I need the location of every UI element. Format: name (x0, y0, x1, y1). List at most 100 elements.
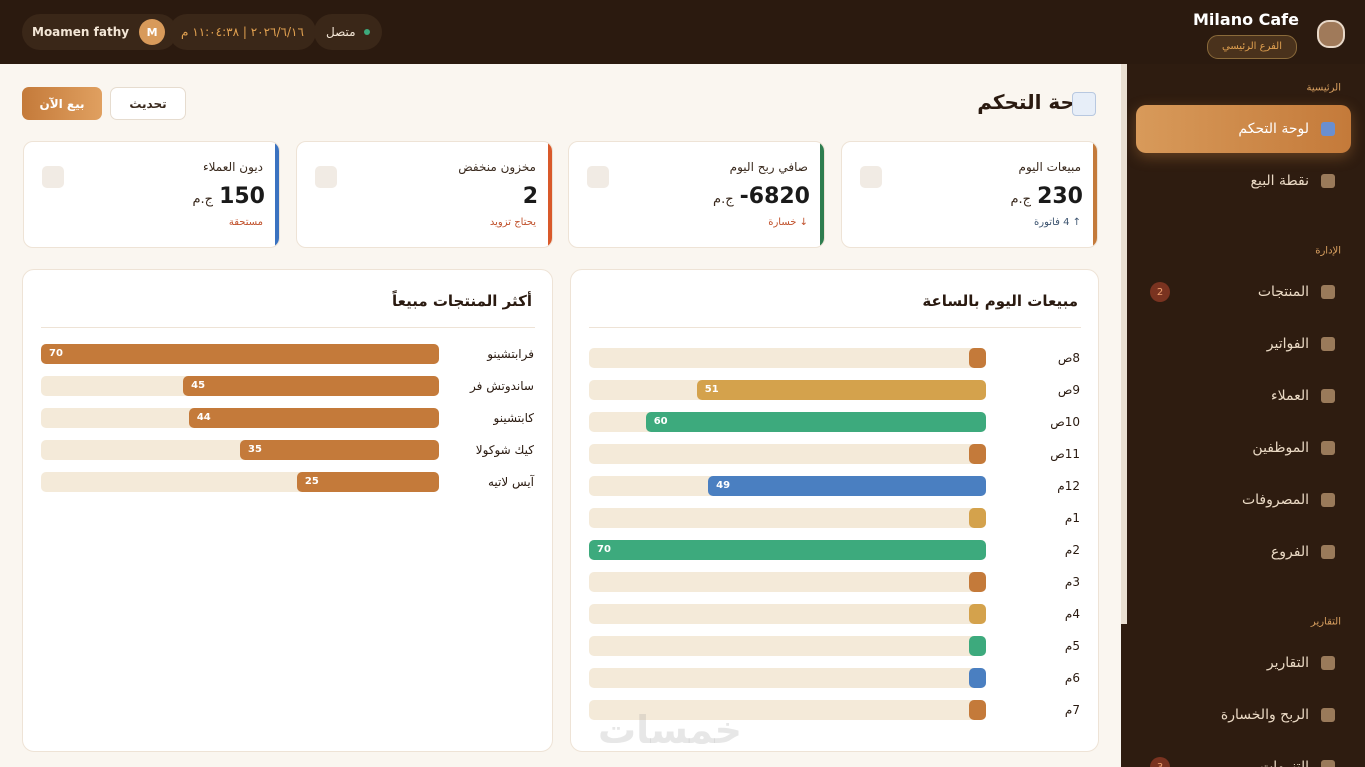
category-label: فرابتشينو (487, 347, 534, 361)
nav-item[interactable]: العملاء (1136, 372, 1351, 420)
nav-label: الربح والخسارة (1220, 707, 1309, 723)
bar: 25 (296, 472, 439, 492)
stat-value: -6820 (739, 184, 810, 209)
sell-now-button[interactable]: بيع الآن (22, 87, 102, 120)
nav-icon (1321, 337, 1335, 351)
bar-value-label: 25 (304, 476, 319, 487)
user-pill[interactable]: Moamen fathy M (22, 14, 178, 50)
stat-value-row: 2 (523, 184, 538, 209)
section-title: الرئيسية (1306, 82, 1341, 94)
nav-item[interactable]: التقارير (1136, 639, 1351, 687)
nav-icon (1321, 708, 1335, 722)
hourly-sales-panel: مبيعات اليوم بالساعة 8ص 9ص 51 10ص 60 11ص 12م 49… (570, 269, 1099, 752)
nav-item[interactable]: الربح والخسارة (1136, 691, 1351, 739)
bar-track: 45 (41, 376, 439, 396)
nav-label: الموظفين (1252, 440, 1309, 456)
bar-track: 49 (589, 476, 986, 496)
category-label: 3م (1064, 575, 1080, 589)
refresh-button[interactable]: تحديث (110, 87, 186, 120)
nav-label: التقارير (1266, 655, 1309, 671)
card-accent (820, 142, 824, 247)
card-accent (1093, 142, 1097, 247)
nav-icon (1321, 545, 1335, 559)
nav-item[interactable]: المصروفات (1136, 476, 1351, 524)
nav-label: المنتجات (1257, 284, 1309, 300)
bar (969, 444, 986, 464)
bar-track: 70 (41, 344, 439, 364)
stat-value-row: 150 ج.م (192, 184, 265, 209)
bar-track (589, 508, 986, 528)
bar (969, 604, 986, 624)
bar-track: 44 (41, 408, 439, 428)
bar: 70 (41, 344, 439, 364)
nav-item[interactable]: الموظفين (1136, 424, 1351, 472)
stat-card: ديون العملاء 150 ج.م مستحقة (23, 141, 280, 248)
nav-item[interactable]: نقطة البيع (1136, 157, 1351, 205)
bar (969, 668, 986, 688)
divider (41, 327, 535, 328)
stat-label: صافي ربح اليوم (729, 160, 808, 174)
bar-track (589, 348, 986, 368)
stat-value-row: 230 ج.م (1010, 184, 1083, 209)
nav-item[interactable]: التنبيهات 3 (1136, 743, 1351, 767)
watermark: خمسات (598, 708, 742, 752)
bar (969, 700, 986, 720)
chart-title: أكثر المنتجات مبيعاً (392, 292, 532, 310)
nav-icon (1321, 441, 1335, 455)
bar-value-label: 70 (597, 544, 611, 555)
category-label: كابتشينو (493, 411, 534, 425)
nav-item[interactable]: الفروع (1136, 528, 1351, 576)
bar-value-label: 45 (191, 380, 206, 391)
stat-value: 230 (1037, 184, 1083, 209)
nav-label: المصروفات (1241, 492, 1309, 508)
card-accent (548, 142, 552, 247)
category-label: 2م (1064, 543, 1080, 557)
bar-value-label: 49 (716, 480, 731, 491)
category-label: ساندوتش فر (470, 379, 534, 393)
nav-icon (1321, 285, 1335, 299)
nav-badge: 3 (1150, 757, 1170, 767)
nav-item[interactable]: الفواتير (1136, 320, 1351, 368)
stat-unit: ج.م (713, 192, 734, 207)
stat-card: مبيعات اليوم 230 ج.م ↑ 4 فاتورة (841, 141, 1098, 248)
user-name: Moamen fathy (32, 25, 130, 39)
nav-item[interactable]: المنتجات 2 (1136, 268, 1351, 316)
stat-note: ↓ خسارة (768, 217, 808, 228)
stat-value-row: -6820 ج.م (713, 184, 810, 209)
stat-card: صافي ربح اليوم -6820 ج.م ↓ خسارة (568, 141, 825, 248)
bar-value-label: 60 (653, 416, 668, 427)
category-label: 7م (1064, 703, 1080, 717)
bar-track: 51 (589, 380, 986, 400)
bar: 49 (708, 476, 986, 496)
bar (969, 636, 986, 656)
nav-label: التنبيهات (1260, 759, 1309, 767)
bar (969, 572, 986, 592)
bar-value-label: 35 (248, 444, 262, 455)
bar: 51 (696, 380, 986, 400)
branch-badge[interactable]: الفرع الرئيسي (1207, 35, 1297, 59)
nav-icon (1321, 122, 1335, 136)
nav-icon (1321, 760, 1335, 767)
stat-note: مستحقة (228, 217, 263, 228)
nav-icon (1321, 656, 1335, 670)
datetime: ٢٠٢٦/٦/١٦ | ١١:٠٤:٣٨ م (169, 14, 316, 50)
brand: Milano Cafe (1193, 10, 1299, 29)
section-title: الإدارة (1315, 245, 1341, 257)
bar-value-label: 51 (704, 384, 719, 395)
category-label: 5م (1064, 639, 1080, 653)
nav-label: الفواتير (1266, 336, 1309, 352)
bar-track (589, 668, 986, 688)
category-label: 1م (1064, 511, 1080, 525)
nav-item[interactable]: لوحة التحكم (1136, 105, 1351, 153)
stat-value: 150 (219, 184, 265, 209)
nav-icon (1321, 493, 1335, 507)
title-icon (1072, 92, 1096, 116)
stat-unit: ج.م (192, 192, 214, 207)
stat-label: مبيعات اليوم (1018, 160, 1081, 174)
bar-track: 35 (41, 440, 439, 460)
bar: 60 (645, 412, 986, 432)
bar (969, 348, 986, 368)
nav-label: العملاء (1271, 388, 1309, 404)
stat-note: يحتاج تزويد (489, 217, 536, 228)
